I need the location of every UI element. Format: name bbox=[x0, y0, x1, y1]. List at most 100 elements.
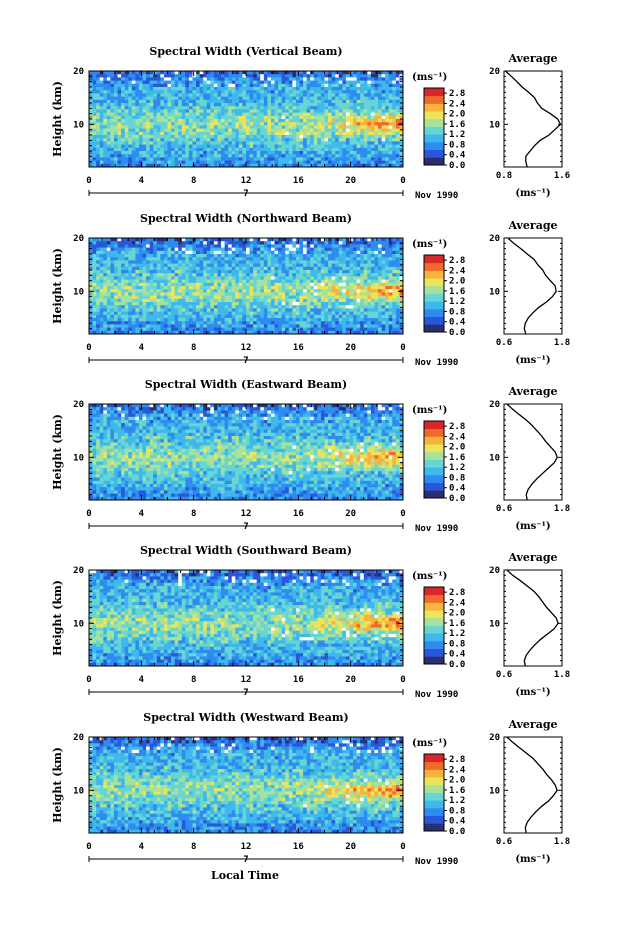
heatmap-cell bbox=[106, 238, 111, 242]
heatmap-cell bbox=[192, 157, 197, 161]
heatmap-cell bbox=[131, 257, 136, 261]
heatmap-cell bbox=[285, 292, 290, 296]
heatmap-cell bbox=[131, 157, 136, 161]
heatmap-cell bbox=[324, 244, 329, 248]
heatmap-cell bbox=[363, 103, 368, 107]
heatmap-cell bbox=[99, 260, 104, 264]
heatmap-cell bbox=[242, 244, 247, 248]
heatmap-cell bbox=[256, 302, 261, 306]
day-label: 7 bbox=[243, 189, 248, 199]
heatmap-cell bbox=[213, 266, 218, 271]
heatmap-cell bbox=[242, 160, 247, 165]
heatmap-cell bbox=[285, 298, 290, 303]
heatmap-cell bbox=[313, 147, 318, 152]
heatmap-cell bbox=[167, 263, 172, 268]
heatmap-cell bbox=[292, 250, 297, 255]
heatmap-cell bbox=[256, 151, 261, 155]
heatmap-cell bbox=[235, 292, 240, 296]
heatmap-cell bbox=[167, 103, 172, 107]
heatmap-cell bbox=[149, 286, 154, 290]
heatmap-cell bbox=[224, 147, 229, 152]
heatmap-cell bbox=[342, 119, 347, 123]
heatmap-cell bbox=[288, 74, 293, 78]
heatmap-cell bbox=[388, 87, 393, 91]
heatmap-cell bbox=[313, 266, 318, 271]
heatmap-cell bbox=[103, 276, 108, 280]
heatmap-cell bbox=[121, 276, 126, 280]
heatmap-cell bbox=[392, 147, 397, 152]
heatmap-cell bbox=[142, 122, 147, 126]
heatmap-cell bbox=[335, 292, 340, 296]
heatmap-cell bbox=[263, 163, 268, 168]
heatmap-cell bbox=[124, 112, 129, 117]
heatmap-cell bbox=[374, 128, 379, 133]
heatmap-cell bbox=[192, 106, 197, 110]
heatmap-cell bbox=[274, 80, 279, 85]
heatmap-cell bbox=[131, 119, 136, 123]
heatmap-cell bbox=[388, 77, 393, 81]
heatmap-cell bbox=[235, 250, 240, 255]
heatmap-cell bbox=[246, 99, 250, 104]
heatmap-cell bbox=[249, 109, 254, 113]
heatmap-cell bbox=[131, 276, 136, 280]
heatmap-cell bbox=[303, 295, 308, 300]
heatmap-cell bbox=[246, 254, 250, 258]
heatmap-cell bbox=[328, 103, 333, 107]
heatmap-cell bbox=[342, 257, 347, 261]
heatmap-cell bbox=[103, 99, 108, 104]
heatmap-cell bbox=[238, 308, 243, 312]
heatmap-cell bbox=[192, 295, 197, 300]
heatmap-cell bbox=[167, 74, 172, 78]
heatmap-cell bbox=[156, 151, 161, 155]
heatmap-cell bbox=[156, 90, 161, 94]
heatmap-cell bbox=[267, 141, 272, 145]
heatmap-cell bbox=[381, 305, 386, 309]
heatmap-cell bbox=[378, 119, 382, 123]
heatmap-cell bbox=[374, 279, 379, 284]
heatmap-cell bbox=[99, 135, 104, 139]
heatmap-cell bbox=[281, 241, 286, 245]
heatmap-cell bbox=[110, 125, 115, 129]
heatmap-cell bbox=[217, 93, 222, 97]
heatmap-cell bbox=[246, 295, 250, 300]
heatmap-cell bbox=[242, 125, 247, 129]
heatmap-cell bbox=[92, 93, 97, 97]
heatmap-cell bbox=[124, 90, 129, 94]
heatmap-cell bbox=[342, 122, 347, 126]
heatmap-cell bbox=[253, 279, 258, 284]
heatmap-cell bbox=[221, 244, 225, 248]
heatmap-cell bbox=[121, 90, 126, 94]
heatmap-cell bbox=[221, 90, 225, 94]
heatmap-cell bbox=[253, 163, 258, 168]
heatmap-cell bbox=[349, 160, 354, 165]
heatmap-cell bbox=[392, 83, 397, 88]
heatmap-cell bbox=[99, 93, 104, 97]
heatmap-cell bbox=[185, 298, 190, 303]
heatmap-cell bbox=[110, 273, 115, 277]
heatmap-cell bbox=[363, 138, 368, 142]
heatmap-cell bbox=[374, 254, 379, 258]
heatmap-cell bbox=[242, 266, 247, 271]
heatmap-cell bbox=[278, 250, 283, 255]
heatmap-cell bbox=[388, 80, 393, 85]
heatmap-cell bbox=[338, 154, 343, 158]
heatmap-cell bbox=[146, 141, 151, 145]
heatmap-cell bbox=[378, 141, 382, 145]
heatmap-cell bbox=[228, 247, 233, 252]
heatmap-cell bbox=[374, 308, 379, 312]
heatmap-cell bbox=[171, 112, 176, 117]
heatmap-cell bbox=[160, 141, 165, 145]
heatmap-cell bbox=[149, 93, 154, 97]
heatmap-cell bbox=[370, 305, 375, 309]
heatmap-cell bbox=[206, 314, 211, 319]
heatmap-cell bbox=[378, 122, 382, 126]
heatmap-cell bbox=[274, 238, 279, 242]
heatmap-cell bbox=[110, 302, 115, 306]
heatmap-cell bbox=[349, 83, 354, 88]
heatmap-cell bbox=[113, 311, 118, 316]
heatmap-cell bbox=[149, 302, 154, 306]
heatmap-cell bbox=[138, 257, 143, 261]
heatmap-cell bbox=[110, 163, 115, 168]
heatmap-cell bbox=[299, 270, 304, 274]
heatmap-cell bbox=[338, 302, 343, 306]
